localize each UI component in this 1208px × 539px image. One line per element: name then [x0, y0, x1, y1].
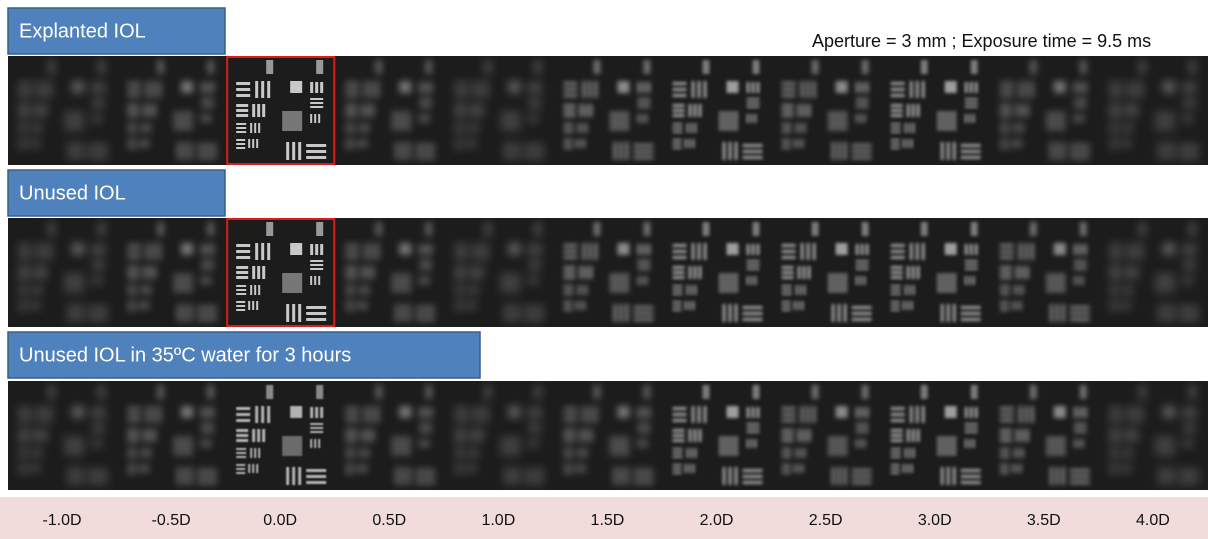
image-tile — [226, 381, 336, 490]
image-tile — [117, 381, 227, 490]
image-tile — [881, 56, 991, 165]
image-tile — [990, 56, 1100, 165]
exposure-note: Aperture = 3 mm ; Exposure time = 9.5 ms — [812, 31, 1151, 51]
column-label: 0.0D — [263, 512, 297, 529]
image-tile — [663, 56, 773, 165]
image-tile — [226, 218, 336, 327]
column-label: 1.0D — [481, 512, 515, 529]
page: {"header": {"note": "Aperture = 3 mm ; E… — [0, 0, 1208, 539]
image-tile — [553, 381, 663, 490]
row-label: Unused IOL in 35ºC water for 3 hours — [19, 344, 351, 366]
image-tile — [881, 218, 991, 327]
column-label: -0.5D — [152, 512, 191, 529]
image-tile — [1099, 381, 1208, 490]
image-tile — [335, 218, 445, 327]
image-tile — [881, 381, 991, 490]
image-tile — [663, 218, 773, 327]
image-tile — [117, 56, 227, 165]
column-label: 4.0D — [1136, 512, 1170, 529]
image-tile — [444, 56, 554, 165]
image-tile — [444, 381, 554, 490]
image-tile — [772, 381, 882, 490]
column-label: 3.5D — [1027, 512, 1061, 529]
image-tile — [663, 381, 773, 490]
image-tile — [117, 218, 227, 327]
row-label: Explanted IOL — [19, 20, 146, 42]
column-label: 0.5D — [372, 512, 406, 529]
column-label: 2.5D — [809, 512, 843, 529]
image-tile — [772, 218, 882, 327]
image-tile — [226, 56, 336, 165]
image-tile — [8, 218, 118, 327]
column-label: 1.5D — [591, 512, 625, 529]
image-tile — [772, 56, 882, 165]
figure: Aperture = 3 mm ; Exposure time = 9.5 ms… — [0, 0, 1208, 539]
column-label: 2.0D — [700, 512, 734, 529]
image-tile — [990, 218, 1100, 327]
image-tile — [335, 381, 445, 490]
row-label: Unused IOL — [19, 182, 126, 204]
image-tile — [553, 218, 663, 327]
image-tile — [444, 218, 554, 327]
image-tile — [1099, 56, 1208, 165]
column-label: -1.0D — [42, 512, 81, 529]
image-tile — [8, 56, 118, 165]
column-label: 3.0D — [918, 512, 952, 529]
image-tile — [335, 56, 445, 165]
image-tile — [553, 56, 663, 165]
image-tile — [990, 381, 1100, 490]
image-tile — [1099, 218, 1208, 327]
image-tile — [8, 381, 118, 490]
